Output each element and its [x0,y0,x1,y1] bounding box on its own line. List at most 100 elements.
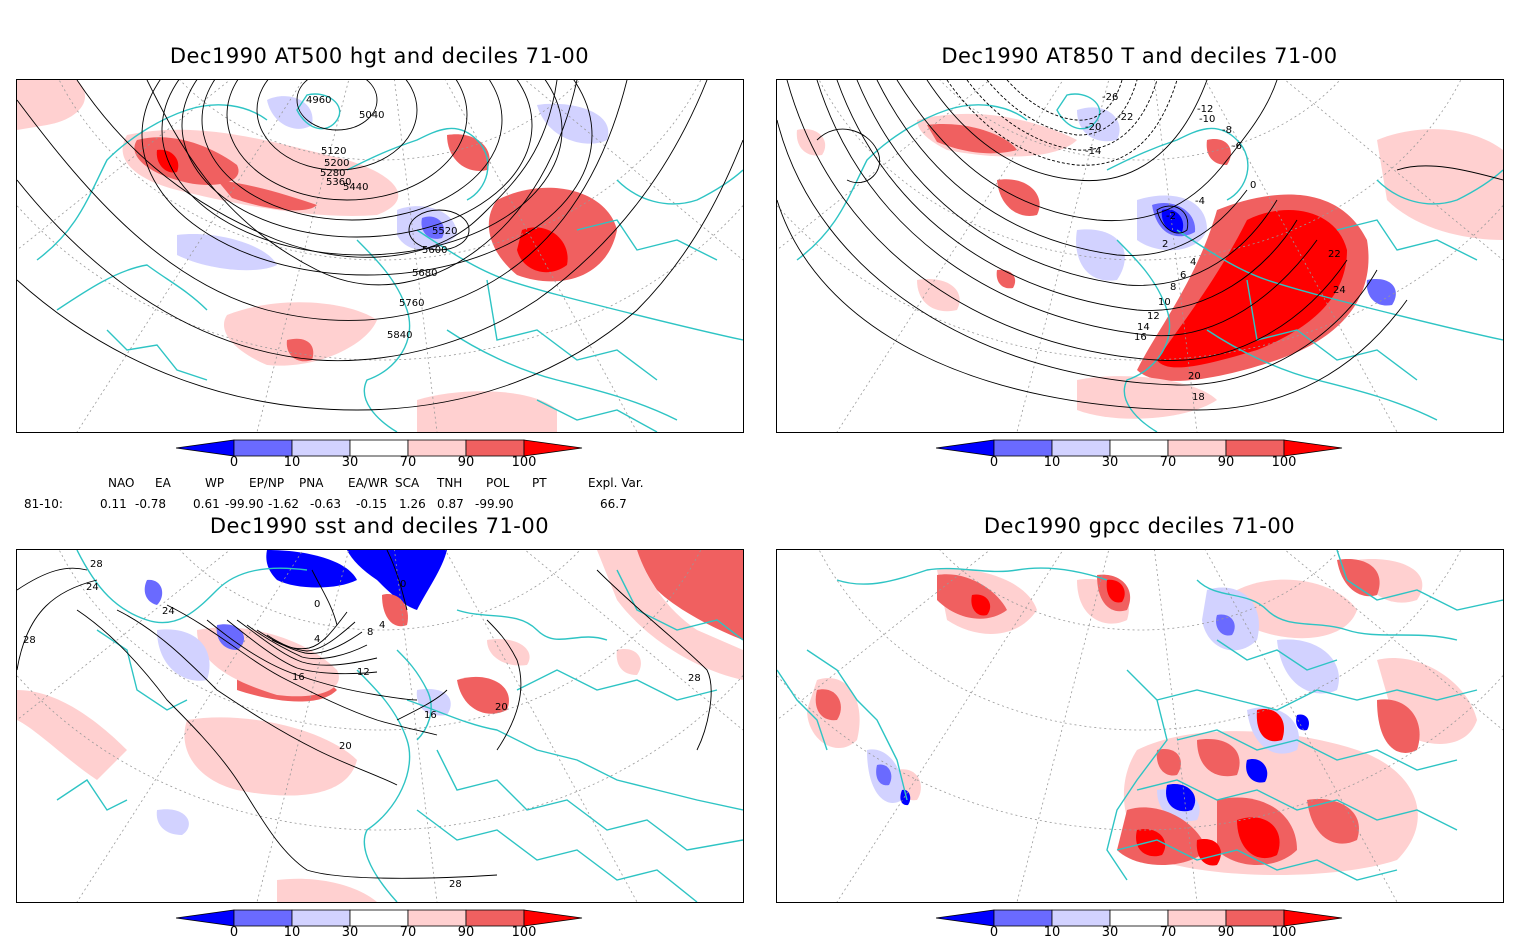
indices-values: 81-10: 0.11 -0.78 0.61 -99.90 -1.62 -0.63 -0.1… [0,497,760,513]
colorbar-swatch [407,439,467,457]
index-header-cell: EA/WR [348,476,389,490]
contour-label: 10 [1158,297,1171,308]
colorbar-swatch [1051,439,1111,457]
index-value-cell: 0.11 [100,497,127,511]
contour-label: 0 [1250,180,1256,191]
contour-label: 5120 [321,146,346,157]
colorbar-tick-label: 10 [283,925,301,940]
colorbar-tick-label: 70 [1159,455,1177,470]
colorbar-swatch [1109,909,1169,927]
colorbar-swatch [407,909,467,927]
colorbar-swatch [1225,909,1285,927]
map-t850-canvas: -26 -22 -20 -14 -12 -10 -8 -6 -4 -2 0 2 … [777,80,1503,432]
contour-label: 18 [1192,392,1205,403]
index-value-cell: -1.62 [268,497,300,511]
colorbar-swatch [935,439,995,457]
panel-title-gpcc: Dec1990 gpcc deciles 71-00 [983,514,1296,538]
contour-label: 5040 [359,110,384,121]
colorbar-swatch [1109,439,1169,457]
colorbar-tick-label: 0 [229,455,239,470]
contour-label: -12 [1197,104,1213,115]
colorbar-tick-label: 70 [399,455,417,470]
contour-label: 4960 [306,95,331,106]
colorbar-swatch [1283,439,1343,457]
contour-label: -10 [1199,114,1215,125]
colorbar-swatch [291,909,351,927]
contour-label: 5520 [432,226,457,237]
index-value-cell: 1.26 [399,497,426,511]
panel-title-hgt500: Dec1990 AT500 hgt and deciles 71-00 [169,44,590,68]
colorbar-tick-label: 0 [989,455,999,470]
colorbar-tick-label: 0 [989,925,999,940]
index-header-cell: EA [155,476,171,490]
colorbar-gpcc: 0 10 30 70 90 100 [935,909,1346,940]
index-header-cell: NAO [108,476,135,490]
colorbar-swatch [993,909,1053,927]
colorbar-swatch [1167,439,1227,457]
colorbar-swatch [1225,439,1285,457]
colorbar-tick-label: 90 [457,925,475,940]
colorbar-swatches [175,439,583,457]
colorbar-sst: 0 10 30 70 90 100 [175,909,586,940]
colorbar-tick-label: 30 [341,925,359,940]
contour-label: 4 [314,634,320,645]
contour-label: -14 [1085,146,1101,157]
map-sst-canvas: 28 24 24 0 0 4 4 8 12 16 16 20 20 28 28 … [17,550,743,902]
contour-label: 8 [1170,282,1176,293]
index-value-cell: -0.78 [135,497,167,511]
colorbar-swatch [349,439,409,457]
panel-title-sst: Dec1990 sst and deciles 71-00 [209,514,550,538]
colorbar-tick-label: 100 [1271,455,1297,470]
contour-label: 28 [23,635,36,646]
map-gpcc-canvas [777,550,1503,902]
contour-label: 24 [86,582,99,593]
contour-label: -20 [1085,122,1101,133]
contour-label: 14 [1137,322,1150,333]
index-value-cell: 0.87 [437,497,464,511]
contour-label: -2 [1166,211,1176,222]
contour-label: 5600 [422,245,447,256]
index-header-cell: WP [205,476,225,490]
colorbar-swatch [935,909,995,927]
map-hgt500-canvas: 4960 5040 5120 5200 5280 5360 5440 5520 … [17,80,743,432]
contour-label: 12 [1147,311,1160,322]
colorbar-tick-label: 90 [1217,925,1235,940]
map-gpcc [776,549,1504,903]
contour-label: 20 [339,741,352,752]
colorbar-tick-label: 30 [341,455,359,470]
index-header-cell: POL [486,476,510,490]
contour-label: 5360 [326,177,351,188]
contour-label: 28 [688,673,701,684]
colorbar-tick-label: 100 [511,925,537,940]
colorbar-tick-label: 10 [1043,925,1061,940]
colorbar-swatch [175,439,235,457]
indices-header: NAO EA WP EP/NP PNA EA/WR SCA TNH POL PT Expl. Var… [0,476,760,492]
index-header-cell: Expl. Var. [588,476,644,490]
contour-label: 28 [90,559,103,570]
colorbar-swatches [175,909,583,927]
contour-label: 5680 [412,268,437,279]
index-value-cell: -99.90 [475,497,514,511]
contour-label: 0 [400,579,406,590]
index-header-cell: PT [532,476,547,490]
colorbar-tick-label: 30 [1101,925,1119,940]
contour-label: -4 [1195,196,1205,207]
index-value-cell: -0.15 [356,497,388,511]
colorbar-swatches [935,439,1343,457]
contour-label: 4 [379,620,385,631]
contour-label: 4 [1190,257,1196,268]
colorbar-swatch [523,439,583,457]
contour-label: 20 [1188,371,1201,382]
index-header-cell: SCA [395,476,420,490]
contour-label: 5280 [320,168,345,179]
colorbar-swatch [993,439,1053,457]
contour-label: 8 [367,627,373,638]
colorbar-swatch [1283,909,1343,927]
map-t850: -26 -22 -20 -14 -12 -10 -8 -6 -4 -2 0 2 … [776,79,1504,433]
colorbar-swatch [291,439,351,457]
map-sst: 28 24 24 0 0 4 4 8 12 16 16 20 20 28 28 … [16,549,744,903]
colorbar-swatch [1051,909,1111,927]
contour-label: 0 [314,599,320,610]
contour-label: 5200 [324,158,349,169]
contour-label: 2 [1162,239,1168,250]
